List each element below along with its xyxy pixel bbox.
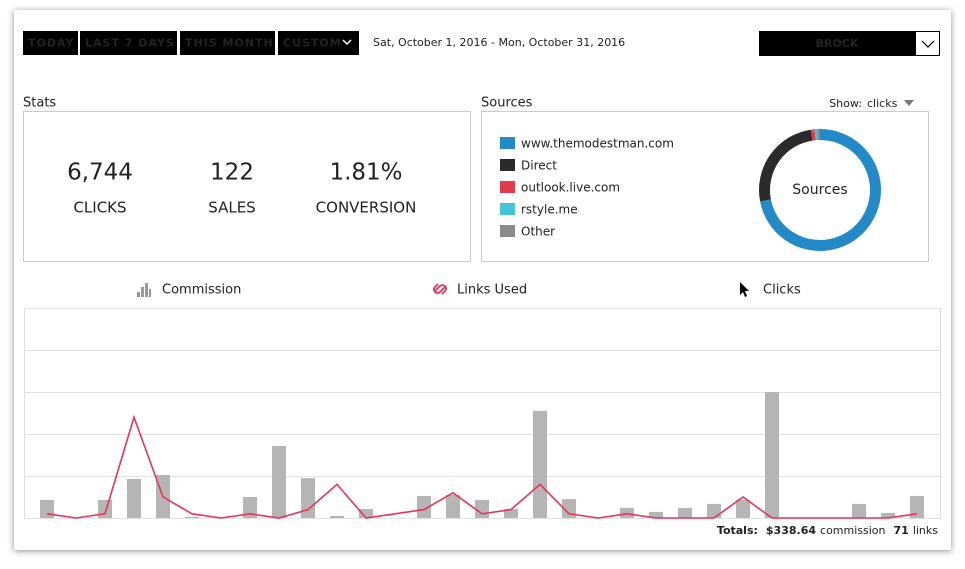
bar <box>620 507 634 518</box>
stat-label: SALES <box>208 199 255 217</box>
legend-swatch <box>500 225 515 237</box>
range-button[interactable] <box>180 31 275 55</box>
legend-label: www.themodestman.com <box>521 137 674 151</box>
line-series <box>46 414 918 519</box>
bar <box>649 511 663 518</box>
bar <box>678 507 692 518</box>
section-title: Sources <box>481 96 533 111</box>
bar <box>185 516 199 518</box>
bar <box>417 495 431 518</box>
legend-swatch <box>500 137 515 149</box>
range-label: TODAY <box>28 37 74 50</box>
legend-swatch <box>500 203 515 215</box>
commission-icon <box>141 287 144 297</box>
cursor-icon <box>740 282 749 297</box>
dashboard-card <box>14 10 951 550</box>
stat-value: 1.81% <box>329 160 402 186</box>
bar <box>40 499 54 518</box>
stats-box <box>23 111 471 262</box>
stat-value: 122 <box>210 160 254 186</box>
totals-part: $338.64 <box>766 524 816 537</box>
stat-value: 6,744 <box>67 160 133 186</box>
bar <box>707 503 721 518</box>
commission-icon <box>137 292 140 297</box>
show-label[interactable]: Show: <box>829 97 862 110</box>
chart-tab[interactable]: Commission <box>162 283 241 298</box>
donut-slice <box>759 129 813 202</box>
bar <box>446 494 460 518</box>
bar <box>562 499 576 518</box>
bar <box>243 497 257 518</box>
account-toggle[interactable] <box>916 32 939 55</box>
bar <box>910 495 924 518</box>
bar <box>765 392 779 518</box>
legend-label: Other <box>521 225 555 239</box>
range-label: CUSTOM <box>283 37 342 50</box>
totals-part: 71 <box>894 524 909 537</box>
link-icon <box>433 283 447 295</box>
bar <box>533 410 547 518</box>
chart-tab[interactable]: Clicks <box>763 283 801 298</box>
bar <box>736 499 750 518</box>
bar <box>272 445 286 518</box>
chevron <box>342 39 352 46</box>
bar <box>127 478 141 518</box>
bar <box>301 478 315 518</box>
sources-box <box>481 111 929 262</box>
account-select[interactable] <box>759 31 940 56</box>
section-title: Stats <box>23 96 56 111</box>
legend-label: outlook.live.com <box>521 181 620 195</box>
bar <box>330 515 344 518</box>
bar <box>852 503 866 518</box>
bar <box>504 508 518 518</box>
show-value[interactable]: clicks <box>867 97 898 110</box>
date-range: Sat, October 1, 2016 - Mon, October 31, … <box>373 36 625 49</box>
range-button[interactable] <box>80 31 177 55</box>
legend-swatch <box>500 159 515 171</box>
bar <box>475 499 489 518</box>
totals-part: commission <box>820 524 886 537</box>
legend-swatch <box>500 181 515 193</box>
account-name: BROCK <box>816 37 859 50</box>
dropdown-arrow <box>904 100 914 106</box>
stat-label: CONVERSION <box>316 199 417 217</box>
legend-label: rstyle.me <box>521 203 578 217</box>
donut-slice <box>760 129 881 251</box>
stat-label: CLICKS <box>73 199 126 217</box>
commission-icon <box>149 289 151 297</box>
totals-part: Totals: <box>717 524 758 537</box>
chart-tab[interactable]: Links Used <box>457 283 527 298</box>
range-label: THIS MONTH <box>185 37 274 50</box>
totals: Totals: $338.64 commission 71 links <box>717 524 938 537</box>
donut-center-label: Sources <box>792 182 847 198</box>
bar <box>359 508 373 518</box>
totals-part: links <box>913 524 938 537</box>
chevron <box>921 40 935 48</box>
bar <box>881 512 895 518</box>
legend-label: Direct <box>521 159 557 173</box>
range-button[interactable] <box>23 31 78 55</box>
range-label: LAST 7 DAYS <box>85 37 175 50</box>
commission-icon <box>145 283 148 297</box>
